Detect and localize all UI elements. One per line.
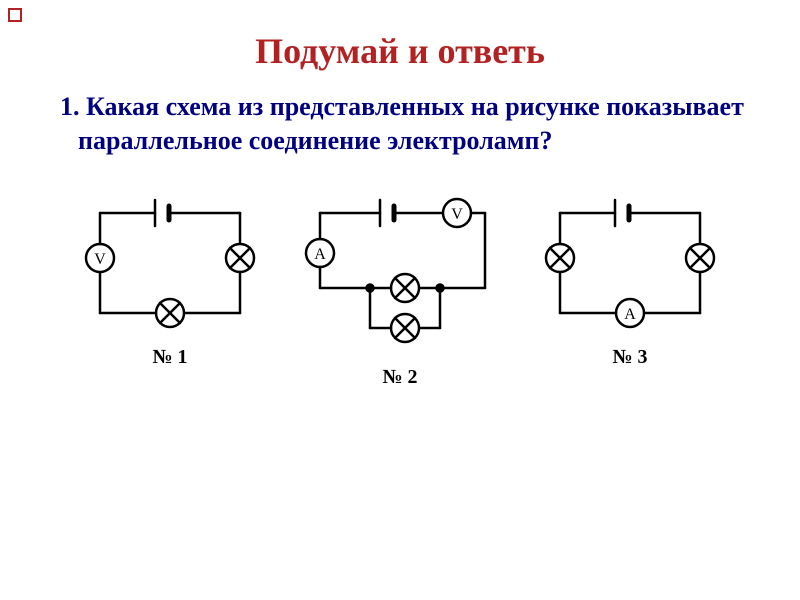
diagram-3: A № 3	[535, 188, 725, 369]
circuit-2: V A	[295, 188, 505, 358]
circuit-3: A	[535, 188, 725, 338]
diagram-3-label: № 3	[612, 346, 647, 369]
page-title: Подумай и ответь	[50, 30, 750, 72]
diagram-2: V A № 2	[295, 188, 505, 389]
svg-text:V: V	[451, 206, 463, 223]
diagram-2-label: № 2	[382, 366, 417, 389]
circuit-1: V	[75, 188, 265, 338]
svg-text:A: A	[314, 246, 326, 263]
question-text: 1. Какая схема из представленных на рису…	[68, 90, 750, 158]
diagram-1-label: № 1	[152, 346, 187, 369]
svg-text:A: A	[624, 306, 636, 323]
diagrams-row: V № 1	[50, 188, 750, 389]
diagram-1: V № 1	[75, 188, 265, 369]
corner-marker-icon	[8, 8, 22, 22]
svg-text:V: V	[94, 251, 106, 268]
